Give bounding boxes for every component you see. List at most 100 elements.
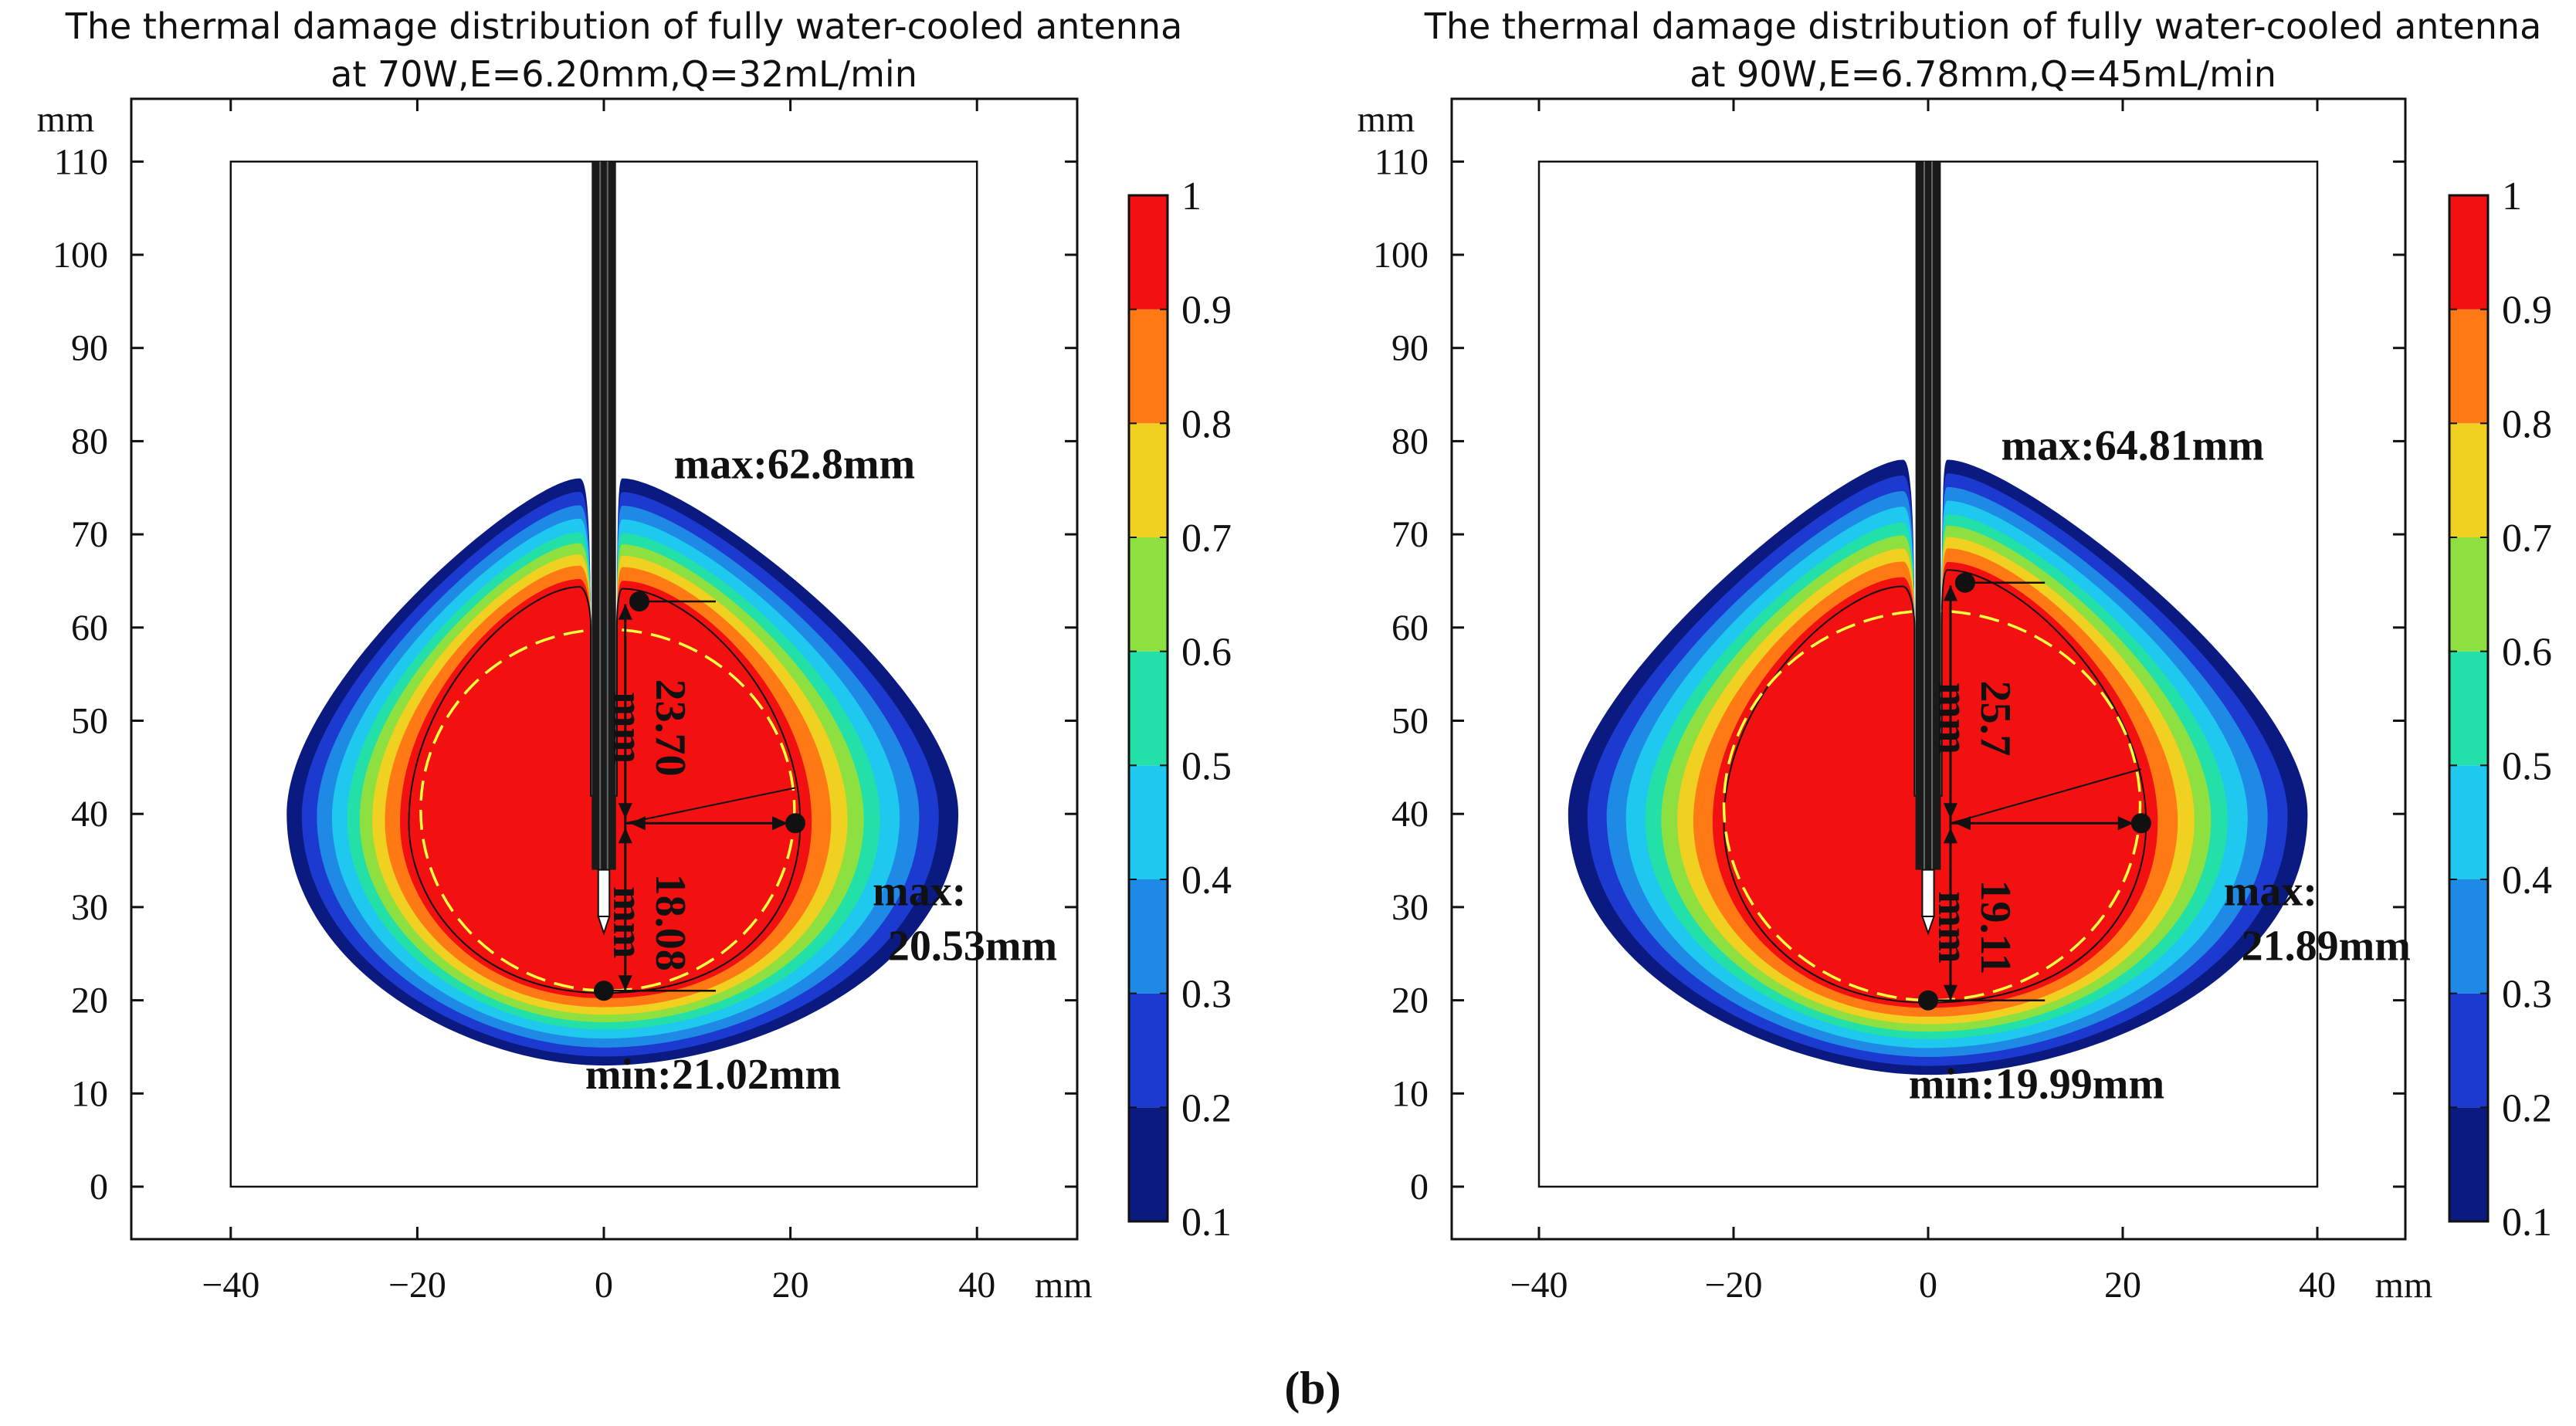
- y-tick-label: 90: [71, 328, 108, 369]
- y-tick-label: 60: [1391, 608, 1429, 649]
- arrow-head: [1943, 803, 1957, 819]
- x-tick-label: 0: [1919, 1265, 1937, 1306]
- y-tick-label: 10: [71, 1073, 108, 1114]
- y-tick-label: 0: [1410, 1167, 1429, 1208]
- figure-caption: (b): [1284, 1363, 1341, 1414]
- max-tip-annotation: max:64.81mm: [2001, 422, 2265, 469]
- lower-length-value: 19.11: [1971, 880, 2019, 975]
- colorbar-segment: [1129, 651, 1168, 766]
- min-tip-annotation: min:19.99mm: [1909, 1060, 2164, 1108]
- y-tick-label: 80: [71, 421, 108, 462]
- antenna-shaft: [1915, 161, 1941, 870]
- min-tip-marker: [1918, 990, 1938, 1011]
- x-tick-label: 0: [595, 1265, 613, 1306]
- max-radial-annotation-line2: 20.53mm: [888, 923, 1057, 970]
- colorbar-tick-label: 0.4: [1181, 859, 1232, 903]
- colorbar-tick-label: 0.9: [1181, 289, 1232, 333]
- colorbar-segment: [1129, 423, 1168, 537]
- colorbar-segment: [1129, 879, 1168, 994]
- colorbar-tick-label: 0.1: [1181, 1201, 1232, 1245]
- colorbar-tick-label: 0.2: [1181, 1086, 1232, 1130]
- colorbar-segment: [2449, 765, 2488, 879]
- arrow-head: [772, 816, 788, 831]
- colorbar-tick-label: 0.3: [2502, 973, 2552, 1017]
- y-tick-label: 40: [71, 794, 108, 835]
- max-radial-annotation-line2: 21.89mm: [2242, 923, 2411, 970]
- lower-length-value: 18.08: [646, 874, 694, 971]
- arrow-head: [618, 803, 632, 819]
- colorbar-tick-label: 0.6: [1181, 631, 1232, 675]
- chart-subtitle: at 90W,E=6.78mm,Q=45mL/min: [1690, 53, 2276, 95]
- arrow-head: [618, 828, 632, 844]
- y-axis-unit: mm: [1357, 99, 1415, 140]
- upper-length-unit: mm: [604, 692, 652, 764]
- y-tick-label: 50: [1391, 701, 1429, 742]
- colorbar-tick-label: 0.8: [1181, 402, 1232, 446]
- x-tick-label: 40: [2299, 1265, 2336, 1306]
- chart-subtitle: at 70W,E=6.20mm,Q=32mL/min: [330, 53, 917, 95]
- arrow-head: [1943, 585, 1957, 601]
- max-radial-annotation-line1: max:: [873, 867, 966, 915]
- colorbar-segment: [1129, 765, 1168, 879]
- colorbar-segment: [1129, 993, 1168, 1108]
- colorbar-frame: [1127, 194, 1169, 1223]
- y-tick-label: 50: [71, 701, 108, 742]
- arrow-head: [1943, 984, 1957, 1001]
- y-tick-label: 30: [1391, 887, 1429, 928]
- colorbar-segment: [2449, 1107, 2488, 1221]
- y-tick-label: 70: [71, 514, 108, 555]
- y-tick-label: 20: [1391, 981, 1429, 1021]
- colorbar-tick-label: 0.5: [2502, 744, 2552, 788]
- max-tip-marker: [1954, 572, 1975, 593]
- y-tick-label: 110: [54, 141, 108, 182]
- right-panel: The thermal damage distribution of fully…: [1357, 5, 2552, 1306]
- y-tick-label: 100: [53, 235, 108, 276]
- arrow-head: [1943, 828, 1957, 844]
- arrow-head: [629, 816, 646, 831]
- colorbar-frame: [2448, 194, 2490, 1223]
- lesion-core: [412, 590, 796, 991]
- antenna-tip-point: [597, 915, 611, 936]
- colorbar-segment: [2449, 993, 2488, 1108]
- colorbar-tick-label: 0.3: [1181, 973, 1232, 1017]
- y-tick-label: 90: [1391, 328, 1429, 369]
- x-tick-label: −40: [1510, 1265, 1568, 1306]
- colorbar-tick-label: 0.8: [2502, 402, 2552, 446]
- upper-length-value: 23.70: [646, 679, 694, 777]
- colorbar-segment: [2449, 537, 2488, 652]
- colorbar-tick-label: 0.7: [1181, 517, 1232, 561]
- antenna-tip-point: [1921, 915, 1935, 936]
- colorbar-segment: [1129, 309, 1168, 424]
- colorbar-segment: [1129, 537, 1168, 652]
- y-tick-label: 20: [71, 981, 108, 1021]
- y-tick-label: 40: [1391, 794, 1429, 835]
- max-radial-marker: [2130, 813, 2151, 834]
- colorbar-tick-label: 0.4: [2502, 859, 2552, 903]
- antenna-shaft: [591, 161, 616, 870]
- y-tick-label: 110: [1374, 141, 1429, 182]
- upper-length-value: 25.7: [1971, 681, 2019, 757]
- colorbar-tick-label: 0.1: [2502, 1201, 2552, 1245]
- y-tick-label: 80: [1391, 421, 1429, 462]
- colorbar-segment: [2449, 879, 2488, 994]
- colorbar-tick-label: 1: [2502, 174, 2522, 218]
- min-tip-annotation: min:21.02mm: [585, 1051, 841, 1099]
- colorbar-segment: [2449, 651, 2488, 766]
- colorbar-tick-label: 0.6: [2502, 631, 2552, 675]
- x-tick-label: 20: [772, 1265, 809, 1306]
- upper-length-unit: mm: [1929, 683, 1977, 754]
- colorbar-tick-label: 0.5: [1181, 744, 1232, 788]
- max-radial-annotation-line1: max:: [2224, 867, 2317, 915]
- x-tick-label: −20: [1704, 1265, 1762, 1306]
- x-tick-label: −40: [202, 1265, 259, 1306]
- max-tip-marker: [629, 591, 649, 612]
- lesion-isoline: [408, 586, 802, 994]
- x-tick-label: −20: [388, 1265, 446, 1306]
- x-axis-unit: mm: [1035, 1265, 1093, 1306]
- colorbar-segment: [2449, 309, 2488, 424]
- colorbar-segment: [1129, 1107, 1168, 1221]
- arrow-head: [1954, 816, 1971, 831]
- lower-length-unit: mm: [604, 886, 652, 958]
- max-tip-annotation: max:62.8mm: [674, 441, 916, 489]
